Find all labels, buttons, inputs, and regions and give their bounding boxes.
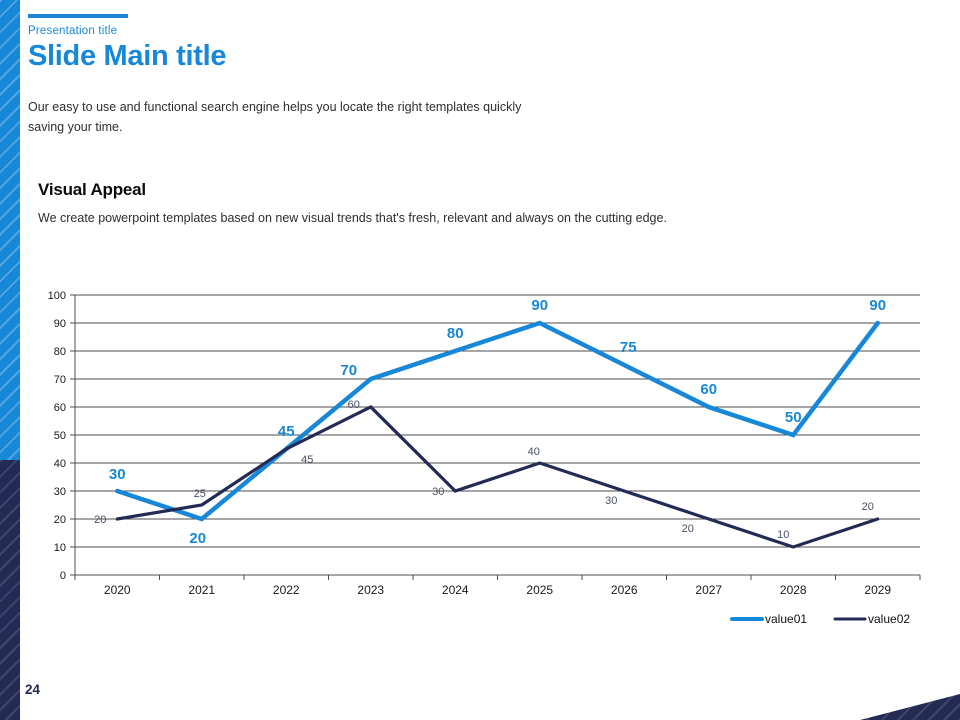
- svg-text:2020: 2020: [104, 583, 131, 597]
- accent-line: [28, 14, 128, 18]
- svg-text:70: 70: [340, 362, 357, 379]
- svg-text:0: 0: [60, 570, 66, 582]
- svg-text:20: 20: [682, 523, 694, 535]
- svg-text:2027: 2027: [695, 583, 722, 597]
- axes: [74, 295, 921, 580]
- slide-main-title: Slide Main title: [28, 40, 227, 72]
- intro-paragraph: Our easy to use and functional search en…: [28, 97, 521, 137]
- svg-text:value02: value02: [868, 612, 910, 626]
- intro-line-1: Our easy to use and functional search en…: [28, 100, 522, 114]
- svg-text:25: 25: [194, 488, 206, 500]
- svg-text:70: 70: [54, 374, 66, 386]
- svg-text:20: 20: [189, 530, 206, 547]
- svg-text:50: 50: [54, 430, 66, 442]
- x-axis-tick-labels: 2020 2021 2022 2023 2024 2025 2026 2027 2028 2029: [104, 583, 892, 597]
- svg-text:2025: 2025: [526, 583, 553, 597]
- left-accent-bar: [0, 0, 20, 720]
- left-accent-bar-navy-stripes: [0, 460, 20, 720]
- svg-text:45: 45: [278, 423, 295, 440]
- series-value01-line: [115, 320, 880, 522]
- svg-text:2023: 2023: [357, 583, 384, 597]
- svg-text:40: 40: [528, 446, 540, 458]
- bottom-right-corner-decor: [860, 694, 960, 720]
- legend-item-value02: value02: [833, 612, 910, 626]
- presentation-title: Presentation title: [28, 25, 118, 37]
- svg-text:2028: 2028: [780, 583, 807, 597]
- slide-header: Presentation title Slide Main title: [28, 14, 227, 73]
- svg-text:2026: 2026: [611, 583, 638, 597]
- svg-text:100: 100: [48, 290, 66, 302]
- gridlines: [70, 294, 920, 576]
- svg-text:2029: 2029: [864, 583, 891, 597]
- svg-text:80: 80: [447, 325, 464, 342]
- svg-text:90: 90: [869, 297, 886, 314]
- svg-text:20: 20: [54, 514, 66, 526]
- svg-text:value01: value01: [765, 612, 807, 626]
- svg-text:2022: 2022: [273, 583, 300, 597]
- series-value01-data-labels: 30 20 45 70 80 90 75 60 50 90: [109, 297, 886, 547]
- line-chart: 0 10 20 30 40 50 60 70 80 90 100 2020 2021 2022 2023 20…: [40, 288, 930, 638]
- svg-text:90: 90: [531, 297, 548, 314]
- svg-text:40: 40: [54, 458, 66, 470]
- svg-text:30: 30: [432, 486, 444, 498]
- svg-text:75: 75: [620, 339, 637, 356]
- series-value02-line: [115, 405, 880, 549]
- svg-text:10: 10: [777, 529, 789, 541]
- svg-text:60: 60: [54, 402, 66, 414]
- svg-text:30: 30: [109, 466, 126, 483]
- svg-text:2021: 2021: [188, 583, 215, 597]
- svg-text:2024: 2024: [442, 583, 469, 597]
- svg-text:20: 20: [862, 501, 874, 513]
- svg-text:90: 90: [54, 318, 66, 330]
- chart-legend: value01 value02: [730, 612, 910, 626]
- svg-text:60: 60: [348, 399, 360, 411]
- svg-text:45: 45: [301, 454, 313, 466]
- section-heading: Visual Appeal: [38, 180, 146, 199]
- svg-text:10: 10: [54, 542, 66, 554]
- svg-text:30: 30: [54, 486, 66, 498]
- y-axis-tick-labels: 0 10 20 30 40 50 60 70 80 90 100: [48, 290, 66, 582]
- svg-text:80: 80: [54, 346, 66, 358]
- visual-appeal-section: Visual Appeal We create powerpoint templ…: [38, 180, 762, 228]
- page-number: 24: [25, 682, 41, 697]
- svg-text:50: 50: [785, 409, 802, 426]
- legend-item-value01: value01: [730, 612, 807, 626]
- svg-text:30: 30: [605, 495, 617, 507]
- section-body: We create powerpoint templates based on …: [38, 211, 667, 225]
- svg-text:20: 20: [94, 514, 106, 526]
- series-value02-data-labels: 20 25 45 60 30 40 30 20 10 20: [94, 399, 874, 541]
- left-accent-bar-blue-stripes: [0, 0, 20, 460]
- intro-line-2: saving your time.: [28, 120, 123, 134]
- svg-text:60: 60: [700, 381, 717, 398]
